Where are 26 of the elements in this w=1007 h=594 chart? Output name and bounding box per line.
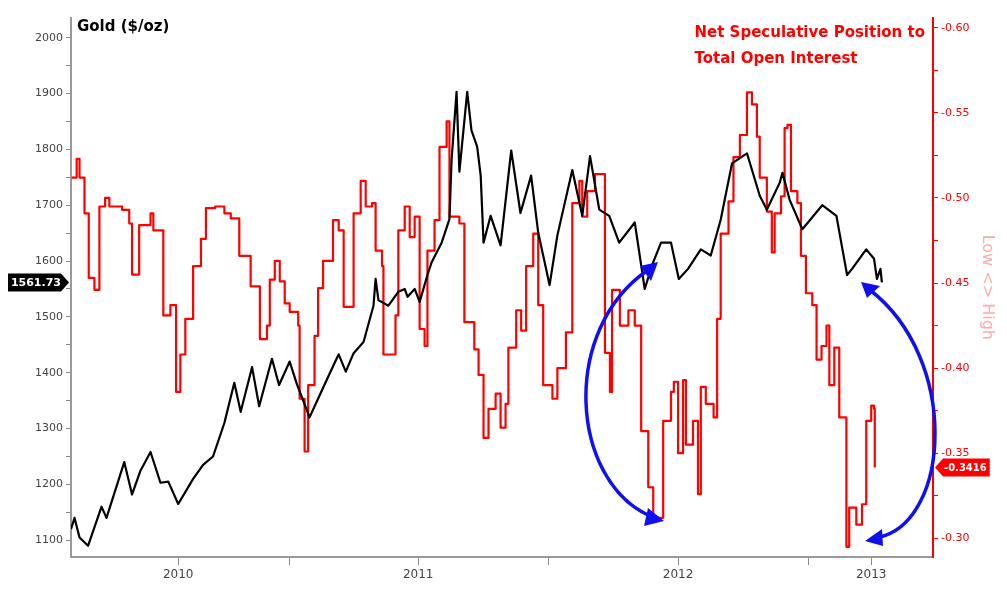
y-tick-label: 1400 — [35, 365, 63, 379]
y2-tick-label: -0.60 — [941, 20, 970, 34]
y2-tick-label: -0.50 — [941, 190, 970, 204]
y-tick-label: 1800 — [35, 142, 63, 156]
y-tick-label: 1700 — [35, 198, 63, 212]
text: Net Speculative Position to Total Open Interest — [694, 22, 925, 67]
y2-tick-label: -0.35 — [941, 446, 970, 460]
y-tick-label: 1500 — [35, 309, 63, 323]
x-tick-label: 2012 — [662, 567, 694, 582]
text: -0.3416 — [944, 462, 987, 474]
y-tick-label: 1100 — [35, 533, 63, 547]
x-tick-label: 2011 — [402, 567, 434, 582]
y-tick-label: 1600 — [35, 253, 63, 267]
y2-tick-label: -0.40 — [941, 360, 970, 374]
y-tick-label: 2000 — [35, 30, 63, 44]
y2-tick-label: -0.30 — [941, 531, 970, 545]
text: Gold ($/oz) — [77, 16, 170, 35]
y2-tick-label: -0.45 — [941, 275, 970, 289]
y-tick-label: 1900 — [35, 86, 63, 100]
x-tick-label: 2010 — [162, 567, 194, 582]
x-tick-label: 2013 — [855, 567, 887, 582]
y2-tick-label: -0.55 — [941, 105, 970, 119]
y-tick-label: 1300 — [35, 421, 63, 435]
y2-axis-title: Low <> High — [979, 234, 999, 340]
text: 1561.73 — [10, 276, 61, 290]
y-tick-label: 1200 — [35, 477, 63, 491]
